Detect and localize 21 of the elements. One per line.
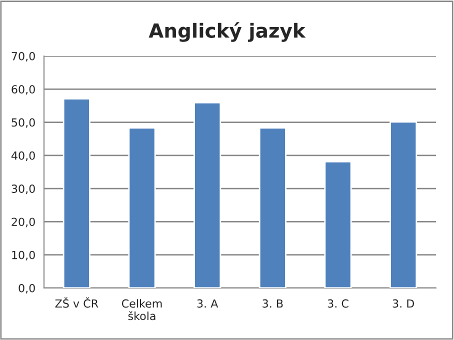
chart-title: Anglický jazyk <box>148 22 306 42</box>
y-tick-label: 20,0 <box>12 218 35 228</box>
x-tick-label: 3. A <box>197 299 218 308</box>
y-tick-label: 10,0 <box>12 250 35 260</box>
y-tick-label: 40,0 <box>11 151 35 161</box>
y-tick-label: 60,0 <box>12 85 35 95</box>
x-tick-label: Celkem škola <box>122 299 162 320</box>
bar <box>390 121 418 288</box>
y-tick-label: 70,0 <box>12 52 35 62</box>
x-tick-label: 3. C <box>328 299 348 308</box>
bar <box>258 127 286 288</box>
bar <box>194 102 222 288</box>
x-tick-label: 3. D <box>392 299 414 308</box>
x-tick-label: 3. B <box>262 299 283 308</box>
y-tick-label: 30,0 <box>12 184 35 194</box>
y-tick-label: 50,0 <box>12 118 35 128</box>
bar <box>62 98 90 288</box>
bar <box>128 127 156 288</box>
y-tick-label: 0,0 <box>18 284 35 294</box>
x-tick-label: ZŠ v ČR <box>55 297 98 308</box>
bar <box>324 161 352 288</box>
